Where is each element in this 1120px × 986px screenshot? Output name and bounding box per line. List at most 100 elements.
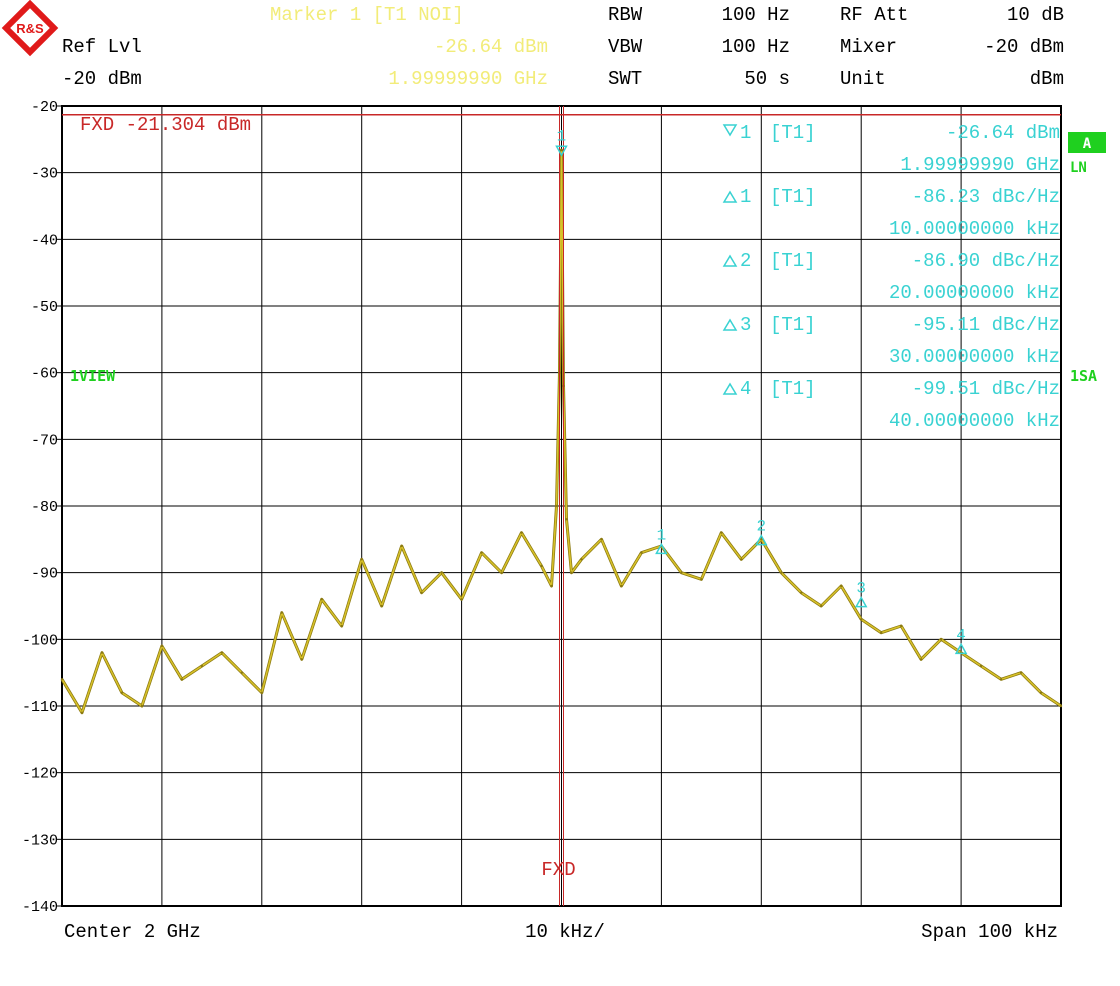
table-marker-number: 1	[740, 122, 751, 144]
trace-point	[700, 578, 703, 581]
table-delta-symbol	[722, 190, 738, 203]
table-marker-number: 2	[740, 250, 751, 272]
y-axis-ticks: -20 -30 -40 -50 -60 -70 -80 -90 -100 -110 -120 -130…	[22, 99, 62, 916]
marker-frequency: 1.99999990 GHz	[388, 68, 548, 90]
trace-point	[560, 148, 563, 152]
table-delta-symbol	[722, 318, 738, 331]
ln-label: LN	[1070, 160, 1087, 176]
ref-level-label: Ref Lvl	[62, 36, 142, 58]
trace-point	[360, 558, 363, 561]
trace-point	[60, 678, 64, 681]
table-marker-trace: [T1]	[770, 378, 816, 400]
fxd-level-label: FXD -21.304 dBm	[80, 114, 251, 136]
table-marker-trace: [T1]	[770, 314, 816, 336]
trace-point	[220, 651, 224, 654]
marker-number-label: 1	[657, 526, 667, 544]
marker-symbol	[555, 145, 568, 157]
trace-point	[100, 651, 104, 654]
trace-point	[120, 691, 124, 694]
y-tick-label: -80	[31, 499, 58, 516]
trace-point	[600, 538, 603, 541]
trace-point	[160, 644, 164, 648]
fxd-frequency-label: FXD	[541, 859, 575, 881]
trace-point	[720, 531, 723, 534]
vbw-label: VBW	[608, 36, 643, 58]
trace-point	[565, 518, 568, 521]
marker-layer: 1 1 2 3 4	[555, 127, 968, 655]
marker-number-label: 2	[756, 518, 766, 536]
marker-level: -26.64 dBm	[434, 36, 548, 58]
table-marker-number: 4	[740, 378, 751, 400]
rs-logo: R&S	[1, 0, 59, 57]
trace-layer	[60, 148, 1063, 715]
vbw-value: 100 Hz	[722, 36, 790, 58]
trace-point	[1039, 691, 1043, 694]
delta-marker-symbol	[954, 642, 968, 655]
y-tick-label: -100	[22, 632, 58, 649]
y-tick-label: -20	[31, 99, 58, 116]
swt-label: SWT	[608, 68, 642, 90]
table-marker-position: 10.00000000 kHz	[889, 218, 1060, 240]
trace-point	[999, 678, 1003, 681]
rbw-value: 100 Hz	[722, 4, 790, 26]
trace-point	[80, 711, 84, 714]
trace-point	[780, 571, 783, 574]
table-marker-position: 1.99999990 GHz	[900, 154, 1060, 176]
unit-value: dBm	[1030, 68, 1064, 90]
trace-point	[280, 611, 283, 614]
marker-title: Marker 1 [T1 NOI]	[270, 4, 464, 26]
trace-point	[140, 704, 144, 708]
mixer-label: Mixer	[840, 36, 897, 58]
trace-point	[520, 531, 523, 534]
y-tick-label: -90	[31, 566, 58, 583]
trace-point	[260, 691, 263, 694]
y-tick-label: -110	[22, 699, 58, 716]
trace-point	[680, 571, 683, 574]
y-tick-label: -60	[31, 366, 58, 383]
plot-grid	[61, 105, 1062, 907]
trace-a-badge-text: A	[1083, 136, 1092, 152]
swt-value: 50 s	[744, 68, 790, 90]
trace-point	[460, 598, 463, 601]
trace-point	[500, 571, 503, 574]
trace-point	[180, 678, 184, 681]
delta-marker-symbol	[854, 596, 868, 608]
table-marker-position: 20.00000000 kHz	[889, 282, 1060, 304]
fxd-layer: FXD -21.304 dBm FXD	[62, 106, 1061, 906]
trace-point	[820, 604, 823, 608]
view-label: 1VIEW	[70, 367, 116, 385]
marker-number-label: 4	[956, 626, 966, 644]
trace-point	[979, 664, 983, 668]
trace-point	[550, 584, 553, 588]
y-tick-label: -50	[31, 299, 58, 316]
trace-point	[1019, 671, 1023, 674]
trace-point	[380, 604, 383, 608]
table-marker-value: -26.64 dBm	[946, 122, 1060, 144]
table-delta-symbol	[722, 254, 738, 267]
ref-level-value: -20 dBm	[62, 68, 142, 90]
trace-point	[300, 658, 303, 661]
trace-point	[840, 584, 843, 588]
trace-point	[640, 551, 643, 554]
table-marker-value: -86.90 dBc/Hz	[912, 250, 1060, 272]
rf-att-value: 10 dB	[1007, 4, 1064, 26]
trace-point	[400, 544, 403, 548]
marker-number-label: 1	[557, 127, 567, 145]
trace-point	[200, 664, 204, 668]
table-marker-position: 40.00000000 kHz	[889, 410, 1060, 432]
trace-point	[320, 598, 323, 601]
trace-point	[570, 571, 573, 574]
delta-marker-symbol	[655, 542, 668, 555]
table-marker-value: -99.51 dBc/Hz	[912, 378, 1060, 400]
table-delta-symbol	[722, 382, 738, 395]
y-tick-label: -120	[22, 766, 58, 783]
footer-division: 10 kHz/	[525, 921, 605, 943]
y-tick-label: -30	[31, 166, 58, 183]
trace-point	[899, 624, 903, 628]
table-marker-trace: [T1]	[770, 250, 816, 272]
trace-point	[879, 631, 883, 634]
rbw-label: RBW	[608, 4, 643, 26]
sa-label: 1SA	[1070, 367, 1097, 385]
trace-point	[440, 571, 443, 574]
rf-att-label: RF Att	[840, 4, 908, 26]
